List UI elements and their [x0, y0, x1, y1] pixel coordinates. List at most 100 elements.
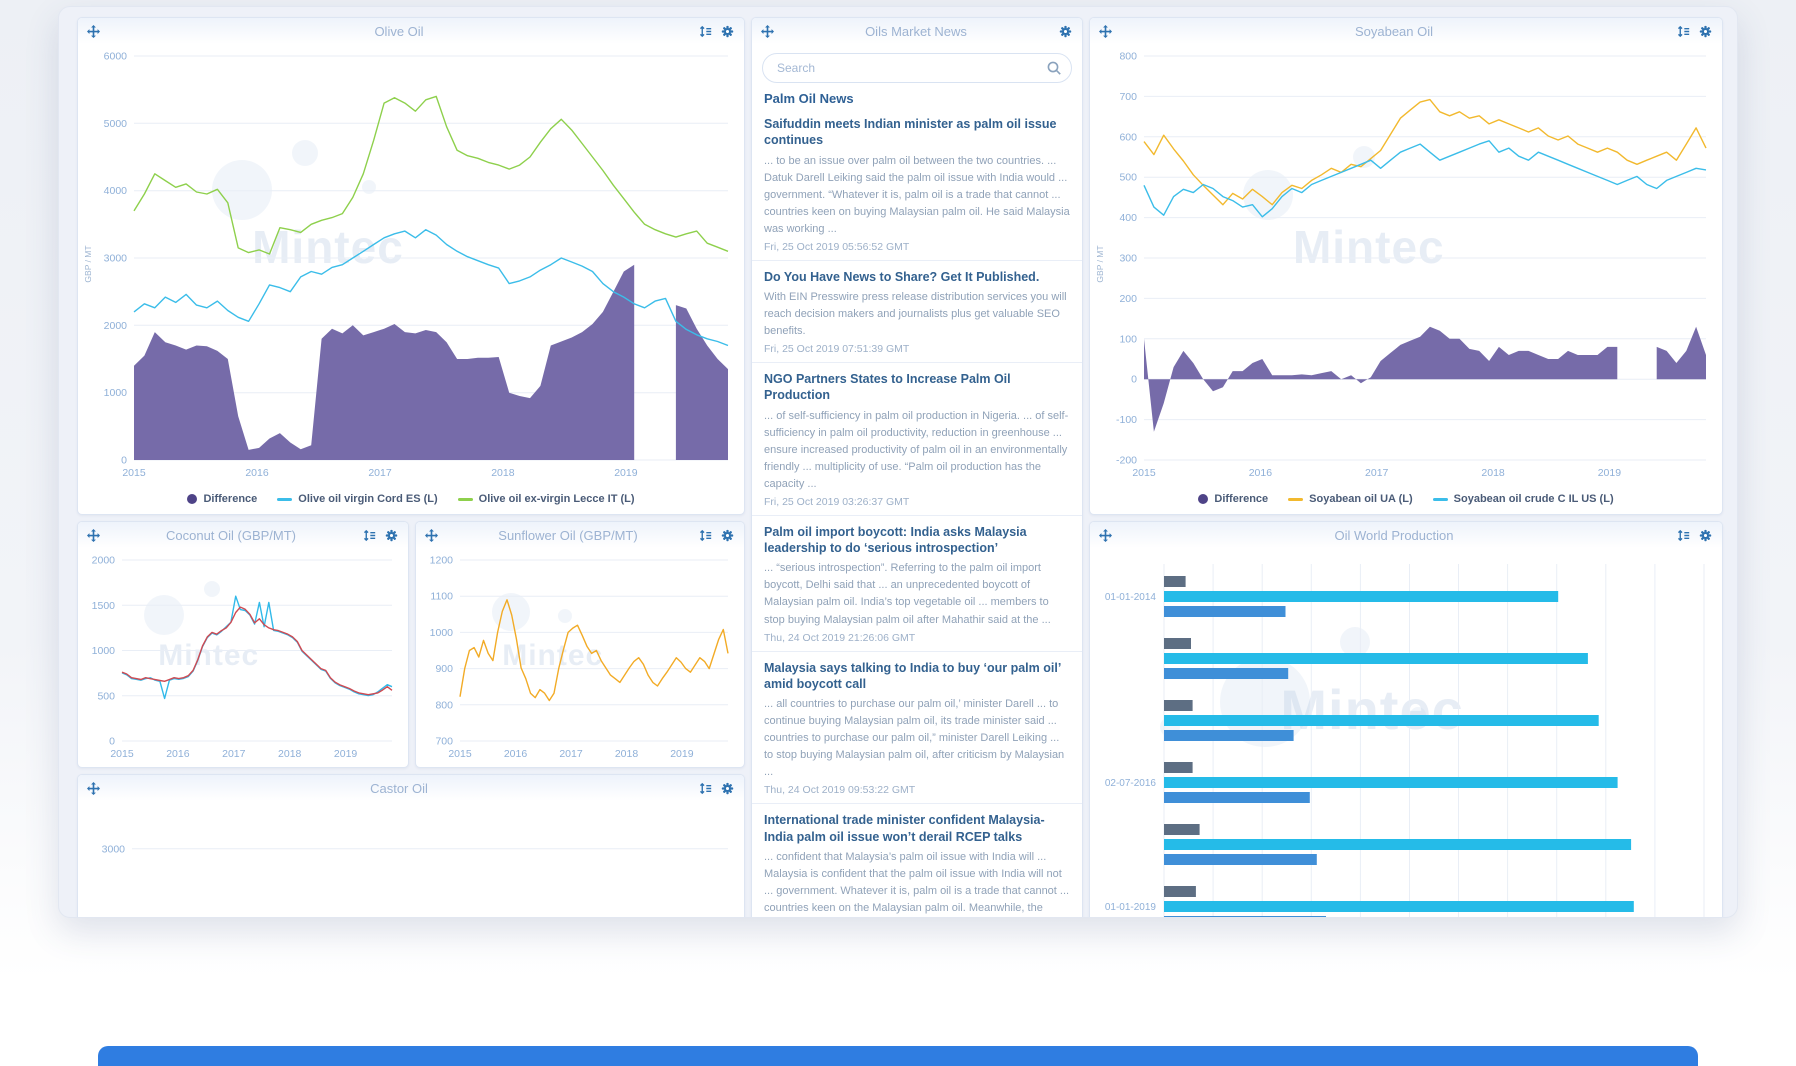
news-item: Do You Have News to Share? Get It Publis… — [752, 261, 1082, 364]
svg-text:100: 100 — [1119, 333, 1137, 345]
chart-legend: Difference Soyabean oil UA (L) Soyabean oi… — [1090, 489, 1722, 509]
news-item-title[interactable]: International trade minister confident M… — [764, 813, 1045, 844]
panel-header: Oils Market News — [752, 18, 1082, 44]
svg-text:01-01-2014: 01-01-2014 — [1105, 592, 1157, 603]
gear-icon[interactable] — [1056, 25, 1074, 38]
legend-item[interactable]: Olive oil virgin Cord ES (L) — [277, 493, 438, 505]
legend-item[interactable]: Difference — [187, 493, 257, 505]
panel-oils-market-news: Oils Market News Palm Oil News Saifuddin… — [751, 17, 1083, 917]
svg-text:2016: 2016 — [504, 748, 528, 760]
move-icon[interactable] — [1096, 528, 1114, 542]
panel-title: Castor Oil — [370, 780, 428, 796]
gear-icon[interactable] — [718, 782, 736, 795]
news-item-date: Fri, 25 Oct 2019 05:56:52 GMT — [764, 240, 910, 253]
move-icon[interactable] — [422, 528, 440, 542]
svg-text:GBP / MT: GBP / MT — [1095, 245, 1105, 282]
move-icon[interactable] — [1096, 24, 1114, 38]
legend-item[interactable]: Olive oil ex-virgin Lecce IT (L) — [457, 493, 635, 505]
legend-label: Soyabean oil UA (L) — [1309, 493, 1413, 505]
gear-icon[interactable] — [718, 529, 736, 542]
gear-icon[interactable] — [382, 529, 400, 542]
svg-text:GBP / MT: GBP / MT — [83, 245, 93, 282]
move-icon[interactable] — [84, 24, 102, 38]
svg-text:800: 800 — [1119, 51, 1137, 63]
move-icon[interactable] — [758, 24, 776, 38]
svg-text:2018: 2018 — [491, 467, 515, 479]
panel-title: Olive Oil — [374, 23, 424, 39]
legend-item[interactable]: Soyabean oil UA (L) — [1288, 493, 1413, 505]
news-item-date: Fri, 25 Oct 2019 07:51:39 GMT — [764, 343, 910, 356]
legend-item[interactable]: Difference — [1198, 493, 1268, 505]
panel-header: Castor Oil — [78, 775, 744, 801]
svg-text:1000: 1000 — [92, 645, 116, 657]
sunflower-oil-chart: Mintec 700 800 900 1000 1100 1200 2015 2016 2017… — [418, 548, 742, 765]
panel-oil-world-production: Oil World Production Mintec 01-01-2014 02… — [1089, 521, 1723, 917]
svg-text:2018: 2018 — [1481, 467, 1505, 479]
svg-text:5000: 5000 — [104, 118, 128, 130]
news-item-title[interactable]: Saifuddin meets Indian minister as palm … — [764, 117, 1057, 148]
news-item: Palm oil import boycott: India asks Mala… — [752, 516, 1082, 652]
svg-text:0: 0 — [1131, 374, 1137, 386]
legend-swatch — [1288, 497, 1304, 501]
axis-settings-icon[interactable] — [360, 529, 378, 542]
axis-settings-icon[interactable] — [1674, 529, 1692, 542]
svg-text:1000: 1000 — [430, 627, 454, 639]
news-item-title[interactable]: Do You Have News to Share? Get It Publis… — [764, 269, 1040, 284]
panel-castor-oil: Castor Oil 20002500300020152016201720182… — [77, 774, 745, 917]
svg-text:700: 700 — [1119, 91, 1137, 103]
gear-icon[interactable] — [718, 25, 736, 38]
svg-text:2017: 2017 — [559, 748, 583, 760]
svg-text:700: 700 — [435, 736, 453, 748]
svg-text:2000: 2000 — [92, 555, 116, 567]
search-input[interactable] — [762, 53, 1072, 83]
panel-title: Oil World Production — [1334, 527, 1454, 543]
news-item-title[interactable]: NGO Partners States to Increase Palm Oil… — [764, 372, 1011, 403]
svg-text:2018: 2018 — [278, 748, 302, 760]
news-item: Saifuddin meets Indian minister as palm … — [752, 108, 1082, 261]
axis-settings-icon[interactable] — [696, 782, 714, 795]
panel-title: Soyabean Oil — [1354, 23, 1434, 39]
svg-text:2015: 2015 — [1132, 467, 1156, 479]
svg-text:2016: 2016 — [166, 748, 190, 760]
legend-label: Soyabean oil crude C IL US (L) — [1453, 493, 1614, 505]
search-icon[interactable] — [1046, 60, 1062, 81]
chart-legend: Difference Olive oil virgin Cord ES (L) Ol… — [78, 489, 744, 509]
svg-text:1100: 1100 — [430, 591, 453, 603]
svg-text:900: 900 — [435, 663, 453, 675]
move-icon[interactable] — [84, 528, 102, 542]
gear-icon[interactable] — [1696, 529, 1714, 542]
panel-coconut-oil: Coconut Oil (GBP/MT) Mintec 0 500 1000 1500… — [77, 521, 409, 768]
legend-swatch — [457, 497, 473, 501]
legend-swatch — [1198, 494, 1209, 504]
legend-label: Olive oil virgin Cord ES (L) — [298, 493, 438, 505]
svg-text:800: 800 — [435, 699, 453, 711]
svg-text:-100: -100 — [1116, 414, 1137, 426]
svg-text:4000: 4000 — [104, 185, 128, 197]
move-icon[interactable] — [84, 781, 102, 795]
svg-text:2000: 2000 — [104, 320, 128, 332]
news-item-title[interactable]: Malaysia says talking to India to buy ‘o… — [764, 660, 1061, 691]
legend-swatch — [277, 497, 293, 501]
legend-item[interactable]: Soyabean oil crude C IL US (L) — [1432, 493, 1614, 505]
svg-text:500: 500 — [1119, 172, 1137, 184]
oil-world-production-chart: Mintec 01-01-2014 02-07-2016 01-01-2019 — [1092, 548, 1720, 917]
svg-text:2019: 2019 — [1598, 467, 1622, 479]
axis-settings-icon[interactable] — [696, 25, 714, 38]
castor-oil-chart: 20002500300020152016201720182019 — [80, 801, 742, 917]
news-item: International trade minister confident M… — [752, 804, 1082, 917]
news-item-date: Thu, 24 Oct 2019 09:53:22 GMT — [764, 784, 916, 797]
svg-text:500: 500 — [97, 690, 115, 702]
news-item: NGO Partners States to Increase Palm Oil… — [752, 363, 1082, 516]
svg-text:3000: 3000 — [102, 843, 126, 855]
panel-title: Oils Market News — [865, 23, 967, 39]
axis-settings-icon[interactable] — [1674, 25, 1692, 38]
panel-header: Soyabean Oil — [1090, 18, 1722, 44]
svg-text:2017: 2017 — [222, 748, 246, 760]
gear-icon[interactable] — [1696, 25, 1714, 38]
axis-settings-icon[interactable] — [696, 529, 714, 542]
svg-text:2015: 2015 — [110, 748, 134, 760]
news-item-title[interactable]: Palm oil import boycott: India asks Mala… — [764, 524, 1027, 556]
svg-text:2018: 2018 — [615, 748, 639, 760]
legend-swatch — [1432, 497, 1448, 501]
svg-text:1200: 1200 — [430, 555, 454, 567]
